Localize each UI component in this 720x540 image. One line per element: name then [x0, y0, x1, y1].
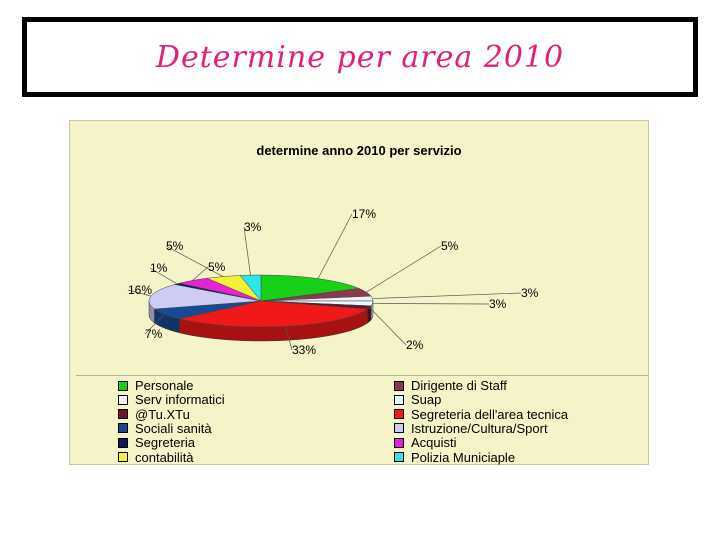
slice-label: 16%: [128, 283, 152, 297]
legend-entry: Suap: [394, 392, 441, 407]
leader-line: [149, 267, 178, 285]
leader-line: [369, 307, 407, 346]
legend-label: Acquisti: [411, 435, 457, 451]
legend-entry: Personale: [118, 378, 194, 393]
leader-line: [366, 245, 442, 293]
leader-line: [372, 292, 522, 299]
slice-label: 3%: [489, 297, 507, 311]
pie-top: [148, 274, 374, 328]
pie-slice: [260, 274, 361, 302]
slide-title-box: Determine per area 2010: [22, 17, 698, 97]
pie-sides: [148, 300, 374, 342]
pie-chart: 17% 5% 3% 3% 2% 33% 7% 16% 1% 5% 5% 3%: [127, 207, 539, 357]
leader-line: [165, 245, 224, 277]
leader-line: [192, 266, 209, 281]
leader-line: [243, 226, 251, 276]
legend-swatch: [118, 423, 128, 434]
leader-line: [372, 303, 490, 305]
slice-label: 5%: [166, 239, 184, 253]
legend-entry: contabilità: [118, 450, 194, 465]
legend-swatch: [118, 394, 128, 405]
legend-label: @Tu.XTu: [135, 406, 190, 422]
pie-slice: [179, 300, 369, 328]
legend-label: Suap: [411, 392, 442, 408]
legend-entry: Segreteria: [118, 435, 195, 450]
legend-label: Istruzione/Cultura/Sport: [411, 420, 548, 436]
leader-line: [317, 213, 353, 279]
legend-swatch: [394, 423, 404, 434]
pie-slice: [239, 274, 262, 302]
legend-swatch: [118, 409, 128, 420]
legend-label: contabilità: [135, 449, 194, 465]
slice-label: 3%: [521, 286, 539, 300]
leader-line: [285, 326, 293, 351]
legend-label: Segreteria: [135, 435, 195, 451]
legend-entry: Istruzione/Cultura/Sport: [394, 421, 548, 436]
chart-legend: Personale Serv informatici @Tu.XTu Sociali …: [76, 375, 648, 465]
leader-line: [144, 313, 165, 335]
legend-entry: Sociali sanità: [118, 421, 212, 436]
legend-entry: Polizia Municiaple: [394, 450, 515, 465]
slice-labels: 17% 5% 3% 3% 2% 33% 7% 16% 1% 5% 5% 3%: [128, 207, 539, 357]
slice-label: 5%: [441, 239, 459, 253]
legend-swatch: [394, 409, 404, 420]
legend-swatch: [394, 380, 404, 391]
legend-swatch: [118, 380, 128, 391]
legend-swatch: [118, 452, 128, 462]
legend-entry: Acquisti: [394, 435, 457, 450]
legend-swatch: [394, 452, 404, 462]
legend-label: Dirigente di Staff: [411, 378, 507, 393]
pie-slice: [148, 284, 262, 310]
legend-swatch: [394, 437, 404, 448]
legend-label: Polizia Municiaple: [411, 449, 516, 465]
chart-title: determine anno 2010 per servizio: [256, 143, 462, 158]
leader-lines: [127, 213, 522, 351]
legend-label: Personale: [135, 378, 194, 393]
legend-label: Sociali sanità: [135, 420, 212, 436]
legend-swatch: [394, 394, 404, 405]
legend-entry: @Tu.XTu: [118, 407, 190, 422]
legend-label: Segreteria dell'area tecnica: [411, 406, 569, 422]
slice-label: 17%: [352, 207, 376, 221]
legend-label: Serv informatici: [135, 392, 225, 408]
slice-label: 3%: [244, 220, 262, 234]
legend-entry: Dirigente di Staff: [394, 378, 507, 393]
legend-entry: Serv informatici: [118, 392, 225, 407]
legend-entry: Segreteria dell'area tecnica: [394, 407, 568, 422]
legend-swatch: [118, 437, 128, 448]
slice-label: 5%: [208, 260, 226, 274]
leader-line: [127, 289, 152, 297]
slice-label: 33%: [292, 343, 316, 357]
slide-title: Determine per area 2010: [155, 39, 565, 75]
slice-label: 1%: [150, 261, 168, 275]
slice-label: 7%: [145, 327, 163, 341]
slice-label: 2%: [406, 338, 424, 352]
